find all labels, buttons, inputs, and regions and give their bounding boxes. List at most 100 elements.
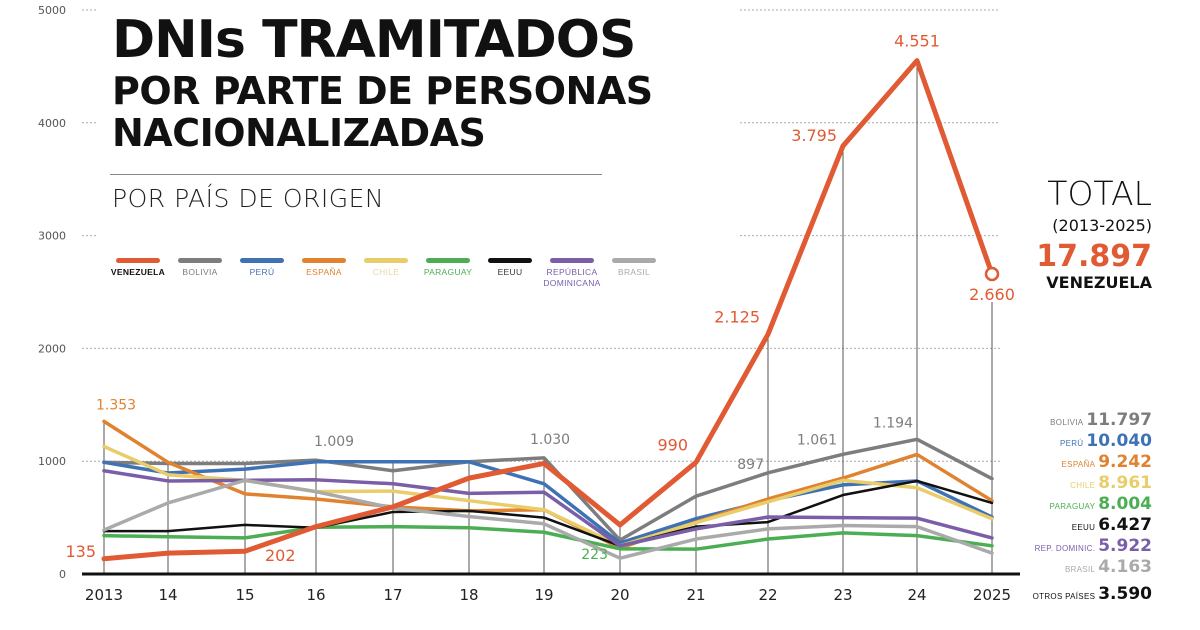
data-label: 1.009	[314, 434, 354, 450]
data-label: 202	[265, 546, 296, 565]
legend-label: PARAGUAY	[423, 267, 473, 277]
total-heading: TOTAL	[1047, 174, 1152, 213]
data-label: 1.353	[96, 397, 136, 413]
legend-swatch	[240, 258, 284, 263]
country-total-value: 9.242	[1098, 452, 1152, 472]
legend-swatch	[302, 258, 346, 263]
country-total-row: CHILE 8.961	[1033, 473, 1152, 494]
country-total-row: PARAGUAY 8.004	[1033, 494, 1152, 515]
legend-swatch	[550, 258, 594, 263]
legend-swatch	[364, 258, 408, 263]
country-name: PARAGUAY	[1049, 502, 1096, 511]
country-total-value: 8.961	[1098, 473, 1152, 493]
x-tick-label: 2025	[973, 586, 1011, 604]
country-total-value: 6.427	[1098, 515, 1152, 535]
data-label: 1.061	[797, 432, 837, 448]
x-tick-label: 19	[534, 586, 553, 604]
x-tick-label: 2013	[85, 586, 123, 604]
legend-swatch	[178, 258, 222, 263]
legend-swatch	[612, 258, 656, 263]
total-period: (2013-2025)	[1052, 216, 1152, 235]
x-tick-label: 18	[459, 586, 478, 604]
venezuela-end-marker	[984, 266, 1000, 282]
legend-item: VENEZUELA	[108, 258, 168, 289]
data-label: 223	[581, 547, 608, 563]
country-name: ESPAÑA	[1061, 460, 1096, 469]
series-line-venezuela	[101, 58, 995, 562]
legend-label: ESPAÑA	[306, 267, 342, 277]
total-country: VENEZUELA	[1046, 273, 1152, 292]
x-tick-label: 22	[758, 586, 777, 604]
x-tick-label: 24	[907, 586, 926, 604]
legend-label: BRASIL	[617, 267, 651, 277]
legend-label: CHILE	[372, 267, 400, 277]
country-totals: BOLIVIA 11.797 PERÚ 10.040 ESPAÑA 9.242 CHILE 8…	[1033, 410, 1152, 605]
country-total-value: 4.163	[1098, 557, 1152, 577]
legend-item: PERÚ	[232, 258, 292, 289]
country-total-value: 10.040	[1086, 431, 1152, 451]
legend-item: BRASIL	[604, 258, 664, 289]
chart-subtitle: POR PAÍS DE ORIGEN	[112, 184, 385, 213]
chart-title-line3: NACIONALIZADAS	[112, 111, 486, 155]
y-tick-label: 1000	[38, 455, 66, 468]
country-total-value: 8.004	[1098, 494, 1152, 514]
data-label: 1.030	[530, 432, 570, 448]
series-line-eeuu	[102, 479, 994, 548]
legend-label: BOLIVIA	[182, 267, 218, 277]
legend-label: EEUU	[497, 267, 523, 277]
country-name: EEUU	[1071, 523, 1096, 532]
x-tick-label: 23	[833, 586, 852, 604]
country-total-value: 11.797	[1086, 410, 1152, 430]
y-tick-label: 2000	[38, 342, 66, 355]
chart-title-line2: POR PARTE DE PERSONAS	[112, 69, 653, 113]
y-tick-label: 5000	[38, 4, 66, 17]
y-tick-label: 0	[59, 568, 66, 581]
data-label: 897	[737, 457, 764, 473]
country-name: OTROS PAÍSES	[1032, 592, 1096, 601]
data-label: 2.660	[969, 285, 1015, 304]
legend: VENEZUELA BOLIVIA PERÚ ESPAÑA CHILE PARAGUAY E…	[108, 258, 666, 289]
country-name: PERÚ	[1059, 439, 1084, 448]
legend-item: REPÚBLICA DOMINICANA	[542, 258, 602, 289]
legend-label: REPÚBLICA DOMINICANA	[543, 267, 601, 288]
y-tick-label: 4000	[38, 117, 66, 130]
series-line-bolivia	[102, 437, 994, 542]
country-total-value: 3.590	[1098, 584, 1152, 604]
x-tick-label: 14	[158, 586, 177, 604]
x-tick-label: 17	[383, 586, 402, 604]
data-label: 135	[65, 542, 96, 561]
legend-swatch	[426, 258, 470, 263]
legend-item: PARAGUAY	[418, 258, 478, 289]
country-total-row: BRASIL 4.163	[1033, 557, 1152, 578]
chart-title-line1: DNIs TRAMITADOS	[112, 10, 636, 70]
country-total-row: ESPAÑA 9.242	[1033, 452, 1152, 473]
country-total-value: 5.922	[1098, 536, 1152, 556]
country-total-row: PERÚ 10.040	[1033, 431, 1152, 452]
series-line-perú	[102, 460, 994, 545]
total-value: 17.897	[1036, 239, 1152, 274]
x-tick-label: 16	[306, 586, 325, 604]
series-line-brasil	[102, 478, 994, 560]
country-name: BRASIL	[1064, 565, 1096, 574]
legend-item: CHILE	[356, 258, 416, 289]
data-label: 1.194	[873, 415, 913, 431]
country-total-row: EEUU 6.427	[1033, 515, 1152, 536]
legend-swatch	[116, 258, 160, 263]
country-name: REP. DOMINIC.	[1034, 544, 1096, 553]
series-line-paraguay	[102, 524, 994, 551]
legend-label: VENEZUELA	[110, 267, 166, 277]
x-tick-label: 21	[686, 586, 705, 604]
data-label: 3.795	[791, 126, 837, 145]
data-label: 4.551	[894, 32, 940, 51]
country-name: CHILE	[1070, 481, 1096, 490]
legend-item: BOLIVIA	[170, 258, 230, 289]
x-tick-label: 20	[610, 586, 629, 604]
legend-swatch	[488, 258, 532, 263]
data-label: 990	[657, 435, 688, 454]
data-label: 2.125	[714, 307, 760, 326]
country-total-row: OTROS PAÍSES 3.590	[1033, 584, 1152, 605]
title-block: DNIs TRAMITADOS POR PARTE DE PERSONAS NA…	[112, 10, 653, 154]
country-total-row: BOLIVIA 11.797	[1033, 410, 1152, 431]
x-tick-label: 15	[235, 586, 254, 604]
